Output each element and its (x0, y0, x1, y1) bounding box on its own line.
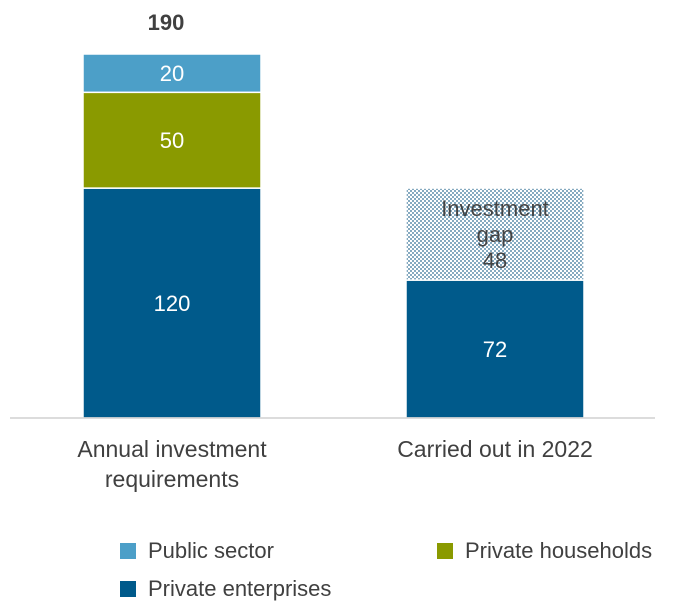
legend-swatch-private-enterprises (120, 581, 136, 597)
bar-series-label: Investment (441, 196, 549, 221)
legend: Public sector Private households Private e… (120, 538, 652, 601)
legend-swatch-private-households (437, 543, 453, 559)
bar-series-label: gap (477, 222, 514, 247)
legend-label-private-enterprises: Private enterprises (148, 576, 331, 601)
category-tick-label: requirements (105, 466, 239, 492)
legend-label-private-households: Private households (465, 538, 652, 563)
category-tick-label: Annual investment (77, 436, 267, 462)
legend-label-public-sector: Public sector (148, 538, 274, 563)
legend-swatch-public-sector (120, 543, 136, 559)
bar-total-label: 190 (148, 10, 185, 35)
bar-value-label: 20 (160, 61, 184, 86)
bar-value-label: 120 (154, 291, 191, 316)
bar-value-label: 50 (160, 128, 184, 153)
category-tick-label: Carried out in 2022 (397, 436, 593, 462)
bar-value-label: 48 (483, 248, 507, 273)
bar-value-label: 72 (483, 337, 507, 362)
